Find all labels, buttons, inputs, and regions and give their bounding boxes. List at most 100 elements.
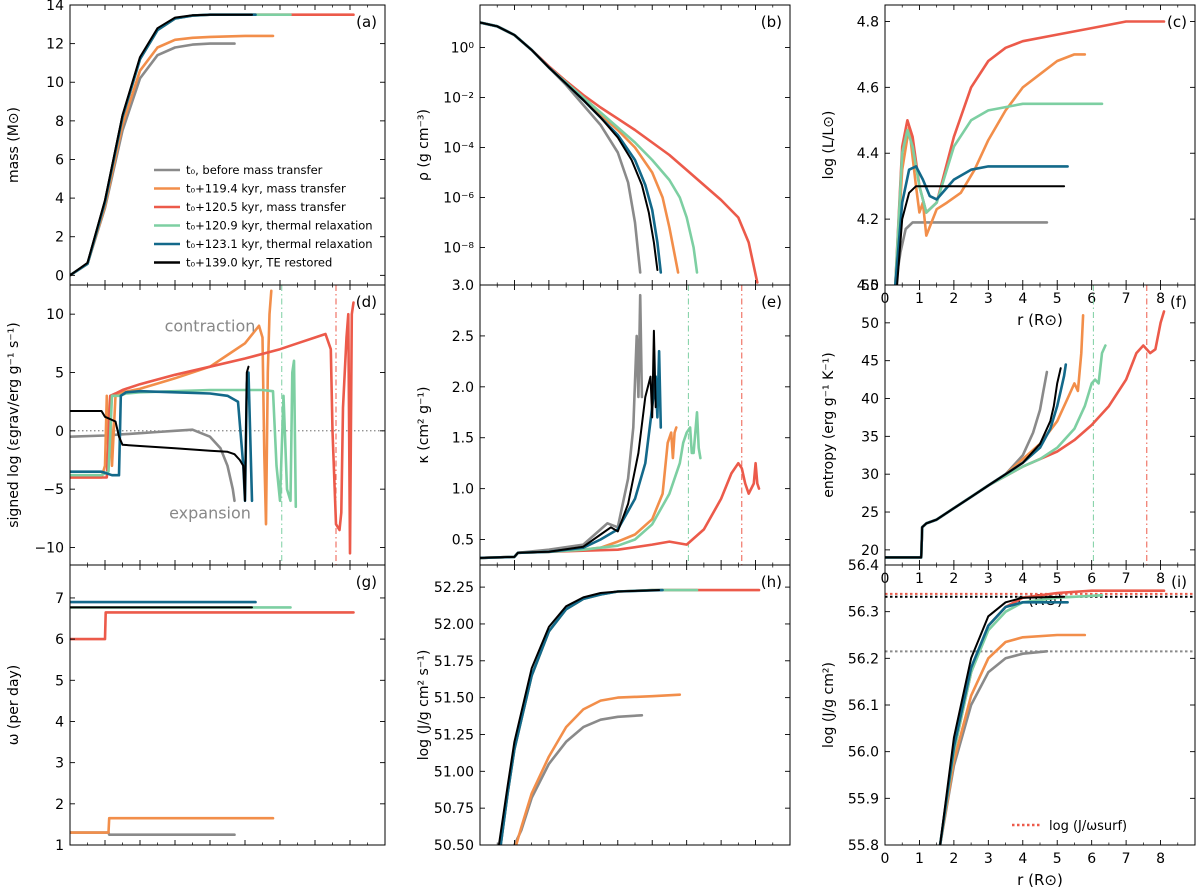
panel-g: 1 2 3 4 5 6 7 ω (per day) (g) xyxy=(6,564,386,854)
series-group xyxy=(70,600,355,837)
series-line-gray xyxy=(513,713,644,845)
x-tick-label: 8 xyxy=(1156,571,1165,587)
series-line-orange xyxy=(70,816,275,834)
series-line-orange xyxy=(938,633,1087,845)
x-tick-label: 6 xyxy=(1087,291,1096,307)
panel-i: 0 1 2 3 4 5 6 7 8 r (R⊙) 55.8 55.9 56.0 56.1 56.2 56.3 5… xyxy=(821,558,1196,889)
x-tick-label: 8 xyxy=(1156,291,1165,307)
y-tick-label: 12 xyxy=(46,37,64,53)
series-line-black xyxy=(480,21,659,271)
y-tick-label: 1.5 xyxy=(452,431,474,447)
y-tick-label: 55 xyxy=(861,278,879,294)
y-tick-label: 6 xyxy=(55,632,64,648)
y-tick-label: 1.0 xyxy=(452,482,474,498)
panel-tag: (e) xyxy=(761,293,782,311)
series-line-gray xyxy=(893,221,1049,285)
y-tick-label: 25 xyxy=(861,505,879,521)
series-line-red xyxy=(480,461,761,560)
x-tick-label: 0 xyxy=(881,851,890,867)
y-tick-label: 6 xyxy=(55,152,64,168)
y-tick-label: 0 xyxy=(55,424,64,440)
legend-label: t₀+120.9 kyr, thermal relaxation xyxy=(186,219,373,233)
annotation-text: contraction xyxy=(165,317,256,336)
series-line-gray xyxy=(480,293,644,560)
series-line-teal xyxy=(480,349,663,560)
y-tick-label: 3.0 xyxy=(452,278,474,294)
y-tick-label: 4.2 xyxy=(857,212,879,228)
y-tick-label: 51.75 xyxy=(434,654,474,670)
y-tick-label: 55.9 xyxy=(848,791,879,807)
x-tick-label: 1 xyxy=(915,571,924,587)
series-group xyxy=(938,589,1166,845)
x-tick-label: 4 xyxy=(1018,291,1027,307)
y-tick-label: 56.1 xyxy=(848,698,879,714)
y-tick-label: 51.50 xyxy=(434,691,474,707)
y-tick-label: 2 xyxy=(55,230,64,246)
y-axis-label: signed log (εgrav/erg g⁻¹ s⁻¹) xyxy=(6,322,22,528)
panel-frame xyxy=(479,564,791,846)
y-tick-label: 1 xyxy=(55,838,64,854)
panel-tag: (b) xyxy=(761,13,782,31)
y-tick-label: 50.75 xyxy=(434,801,474,817)
x-tick-label: 7 xyxy=(1122,571,1131,587)
y-tick-label: 0.5 xyxy=(452,533,474,549)
y-tick-label: 4.6 xyxy=(857,80,879,96)
y-tick-label: 4.4 xyxy=(857,146,879,162)
panel-tag: (c) xyxy=(1167,13,1187,31)
y-tick-label: 2.0 xyxy=(452,380,474,396)
x-tick-label: 6 xyxy=(1087,571,1096,587)
y-tick-label: −5 xyxy=(43,482,64,498)
series-line-black xyxy=(480,329,657,559)
y-tick-label: 10⁻⁴ xyxy=(443,141,474,157)
series-group xyxy=(497,588,761,845)
y-tick-label: 52.00 xyxy=(434,617,474,633)
y-tick-label: 56.0 xyxy=(848,745,879,761)
y-tick-label: 30 xyxy=(861,467,879,483)
panel-tag: (g) xyxy=(356,573,377,591)
y-tick-label: 4 xyxy=(55,714,64,730)
x-tick-label: 2 xyxy=(949,571,958,587)
panel-frame xyxy=(884,4,1196,286)
x-tick-label: 3 xyxy=(984,851,993,867)
x-tick-label: 4 xyxy=(1018,851,1027,867)
series-line-mint xyxy=(70,359,298,509)
y-tick-label: 45 xyxy=(861,354,879,370)
y-axis-label: ω (per day) xyxy=(6,665,22,746)
x-tick-label: 2 xyxy=(949,851,958,867)
series-line-gray xyxy=(885,370,1049,559)
x-tick-label: 3 xyxy=(984,571,993,587)
series-line-red xyxy=(938,589,1166,845)
y-tick-label: 10⁻⁶ xyxy=(443,191,474,207)
y-tick-label: 51.00 xyxy=(434,764,474,780)
y-tick-label: 4.0 xyxy=(857,278,879,294)
panel-h: 50.50 50.75 51.00 51.25 51.50 51.75 52.00 52.25… xyxy=(416,564,791,854)
y-tick-label: 56.4 xyxy=(848,558,879,574)
series-line-black xyxy=(70,13,253,277)
y-tick-label: 50 xyxy=(861,316,879,332)
y-tick-label: 10 xyxy=(46,75,64,91)
y-tick-label: 14 xyxy=(46,0,64,14)
series-line-gray xyxy=(480,21,642,274)
y-tick-label: 2 xyxy=(55,797,64,813)
series-group xyxy=(70,289,355,555)
series-group xyxy=(480,293,761,560)
y-tick-label: 20 xyxy=(861,543,879,559)
y-tick-label: −10 xyxy=(34,541,64,557)
x-tick-label: 5 xyxy=(1053,851,1062,867)
series-line-black xyxy=(885,367,1062,559)
series-line-red xyxy=(893,20,1166,285)
legend-label: t₀+120.5 kyr, mass transfer xyxy=(186,200,346,214)
y-tick-label: 56.3 xyxy=(848,605,879,621)
y-tick-label: 8 xyxy=(55,114,64,130)
annotation-text: expansion xyxy=(169,503,251,522)
y-tick-label: 52.25 xyxy=(434,580,474,596)
x-tick-label: 1 xyxy=(915,291,924,307)
series-line-orange xyxy=(70,289,273,526)
x-tick-label: 7 xyxy=(1122,291,1131,307)
series-group xyxy=(480,21,759,284)
panel-a: 0 2 4 6 8 10 12 14 mass (M⊙) (a) t₀, before mass t… xyxy=(6,0,386,286)
x-tick-label: 2 xyxy=(949,291,958,307)
x-tick-label: 1 xyxy=(915,851,924,867)
x-tick-label: 5 xyxy=(1053,571,1062,587)
x-tick-label: 5 xyxy=(1053,291,1062,307)
